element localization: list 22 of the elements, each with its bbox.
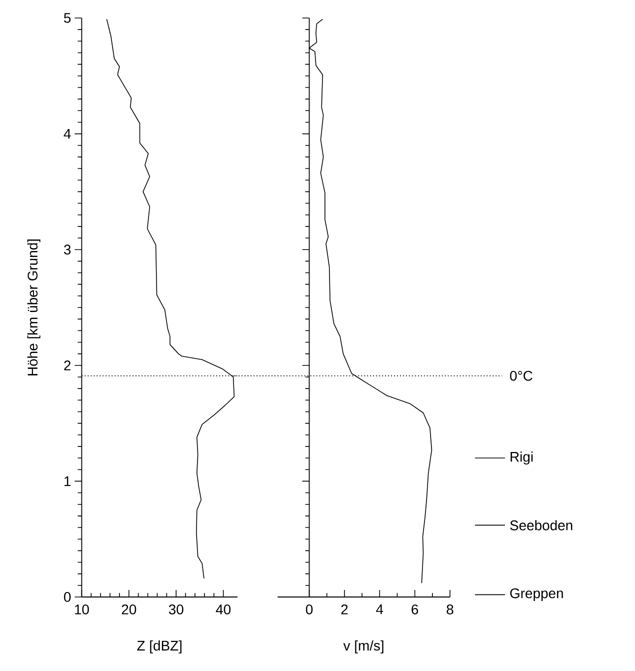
x-tick-label: 30 [168,604,184,614]
ref-line-label: 0°C [510,370,532,381]
y-axis-title: Höhe [km über Grund] [27,240,40,376]
x-tick-label: 40 [216,604,231,614]
x-tick-label: 8 [446,604,454,614]
y-tick-label: 4 [64,128,71,139]
ref-line-label: Seeboden [510,520,572,530]
x-tick-label: 0 [306,604,313,614]
y-tick-label: 0 [64,592,71,602]
y-tick-label: 3 [64,244,71,255]
y-tick-label: 5 [64,13,71,23]
ref-line-label: Greppen [510,588,563,601]
y-tick-label: 2 [64,360,71,370]
x-tick-label: 6 [412,604,418,614]
x-tick-label: 2 [341,604,348,614]
x-tick-label: 20 [122,604,136,614]
x-tick-label: 4 [376,604,384,614]
y-tick-label: 1 [64,476,71,486]
ref-line-label: Rigi [510,452,533,465]
x-axis-title: v [m/s] [343,640,384,654]
x-tick-label: 10 [75,604,89,614]
x-axis-title: Z [dBZ] [137,640,182,654]
